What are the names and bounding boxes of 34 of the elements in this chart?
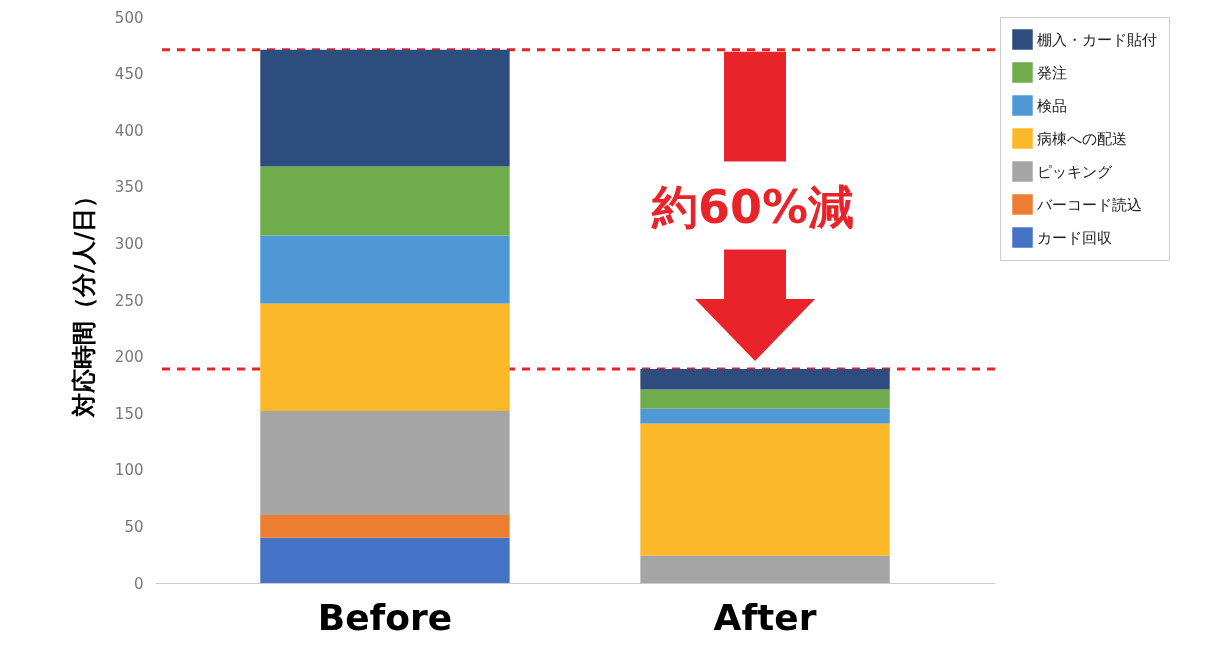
bar bbox=[640, 389, 890, 409]
legend-label: 発注 bbox=[1037, 63, 1067, 82]
y-tick-label: 500 bbox=[114, 8, 144, 27]
legend-label: バーコード読込 bbox=[1036, 195, 1142, 214]
bar bbox=[260, 166, 510, 236]
bar bbox=[260, 515, 510, 538]
x-tick-label: Before bbox=[317, 596, 453, 638]
legend-label: 病棟への配送 bbox=[1037, 129, 1127, 148]
bar bbox=[640, 423, 890, 556]
legend-label: 棚入・カード貼付 bbox=[1037, 30, 1157, 49]
y-tick-label: 100 bbox=[114, 461, 144, 480]
y-axis-title: 対応時間（分/人/日） bbox=[69, 183, 98, 419]
legend-label: ピッキング bbox=[1037, 162, 1113, 181]
y-tick-label: 50 bbox=[124, 517, 144, 536]
y-tick-label: 300 bbox=[114, 234, 144, 253]
y-tick-label: 250 bbox=[114, 291, 144, 310]
y-tick-label: 350 bbox=[114, 178, 144, 197]
y-tick-label: 0 bbox=[133, 574, 144, 593]
annotation: 約60%減 bbox=[650, 180, 855, 235]
legend-label: カード回収 bbox=[1037, 228, 1112, 247]
bar bbox=[260, 235, 510, 304]
bar bbox=[260, 49, 510, 167]
bar bbox=[260, 303, 510, 411]
y-tick-label: 450 bbox=[114, 65, 144, 84]
bar bbox=[640, 408, 890, 424]
x-tick-label: After bbox=[713, 596, 817, 638]
y-tick-label: 150 bbox=[114, 404, 144, 423]
y-tick-label: 200 bbox=[114, 348, 144, 367]
bar bbox=[640, 369, 890, 390]
bar bbox=[260, 410, 510, 516]
bar bbox=[260, 537, 510, 583]
y-tick-label: 400 bbox=[114, 121, 144, 140]
legend-label: 検品 bbox=[1037, 96, 1067, 115]
bar bbox=[640, 555, 890, 583]
